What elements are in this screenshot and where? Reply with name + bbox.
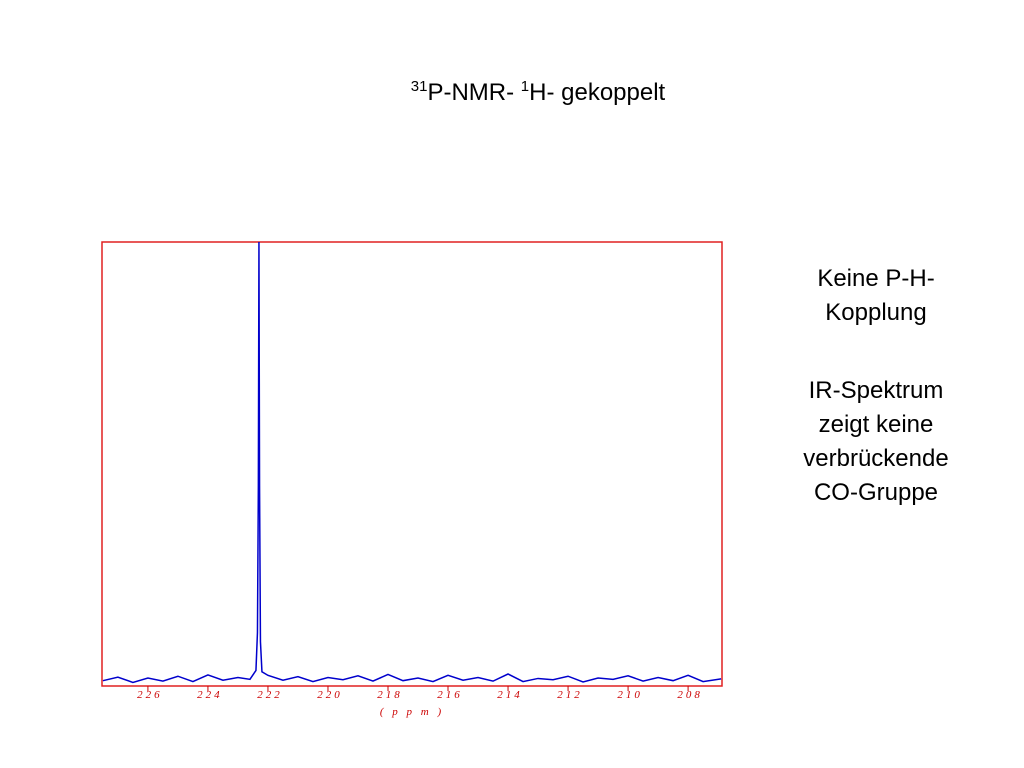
x-tick-label: 220 <box>317 689 343 701</box>
x-tick-label: 216 <box>437 689 463 701</box>
title-text: P-NMR- <box>427 79 520 106</box>
note-line: zeigt keine <box>819 411 934 438</box>
x-tick-label: 214 <box>497 689 523 701</box>
note-line: verbrückende <box>803 445 948 472</box>
note-line: Keine P-H- <box>817 265 934 292</box>
x-tick-label: 208 <box>677 689 703 701</box>
superscript: 31 <box>411 78 428 95</box>
x-axis-label: ( p p m ) <box>380 706 444 718</box>
superscript: 1 <box>521 78 529 95</box>
x-tick-label: 212 <box>557 689 583 701</box>
x-tick-label: 210 <box>617 689 643 701</box>
x-tick-label: 224 <box>197 689 223 701</box>
note-line: Kopplung <box>825 299 926 326</box>
note-line: IR-Spektrum <box>809 377 944 404</box>
spectrum-line <box>102 241 722 684</box>
chart-title: 31P-NMR- 1H- gekoppelt <box>411 78 666 106</box>
x-tick-label: 226 <box>137 689 163 701</box>
plot-frame <box>101 241 723 687</box>
x-tick-label: 222 <box>257 689 283 701</box>
x-tick-label: 218 <box>377 689 403 701</box>
note-line: CO-Gruppe <box>814 479 938 506</box>
title-text: H- gekoppelt <box>529 79 665 106</box>
